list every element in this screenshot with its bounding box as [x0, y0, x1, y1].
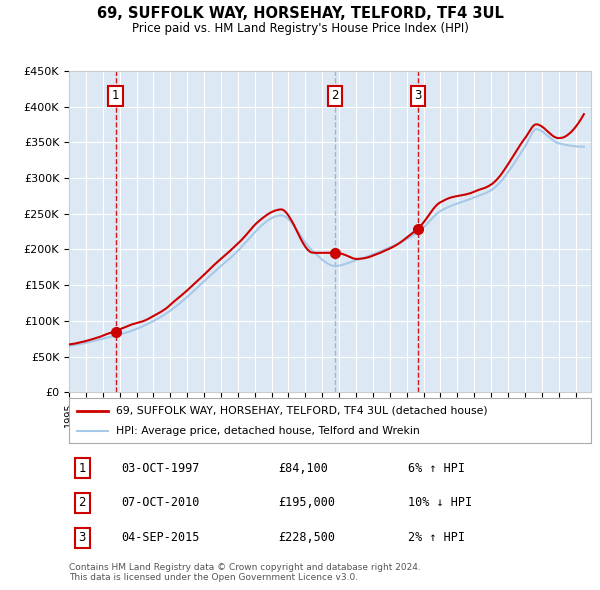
- Text: 69, SUFFOLK WAY, HORSEHAY, TELFORD, TF4 3UL: 69, SUFFOLK WAY, HORSEHAY, TELFORD, TF4 …: [97, 6, 503, 21]
- Text: Contains HM Land Registry data © Crown copyright and database right 2024.: Contains HM Land Registry data © Crown c…: [69, 563, 421, 572]
- Text: HPI: Average price, detached house, Telford and Wrekin: HPI: Average price, detached house, Telf…: [116, 427, 420, 437]
- Text: Price paid vs. HM Land Registry's House Price Index (HPI): Price paid vs. HM Land Registry's House …: [131, 22, 469, 35]
- Text: 69, SUFFOLK WAY, HORSEHAY, TELFORD, TF4 3UL (detached house): 69, SUFFOLK WAY, HORSEHAY, TELFORD, TF4 …: [116, 406, 488, 415]
- Text: 07-OCT-2010: 07-OCT-2010: [121, 496, 200, 510]
- Text: £84,100: £84,100: [278, 461, 328, 474]
- Text: 03-OCT-1997: 03-OCT-1997: [121, 461, 200, 474]
- Text: 3: 3: [79, 532, 86, 545]
- Text: 6% ↑ HPI: 6% ↑ HPI: [409, 461, 466, 474]
- Text: 1: 1: [78, 461, 86, 474]
- Text: 10% ↓ HPI: 10% ↓ HPI: [409, 496, 472, 510]
- Text: £195,000: £195,000: [278, 496, 335, 510]
- Text: 3: 3: [415, 89, 422, 102]
- Text: £228,500: £228,500: [278, 532, 335, 545]
- Text: This data is licensed under the Open Government Licence v3.0.: This data is licensed under the Open Gov…: [69, 573, 358, 582]
- Text: 2: 2: [78, 496, 86, 510]
- Text: 1: 1: [112, 89, 119, 102]
- Text: 04-SEP-2015: 04-SEP-2015: [121, 532, 200, 545]
- Text: 2% ↑ HPI: 2% ↑ HPI: [409, 532, 466, 545]
- Text: 2: 2: [331, 89, 339, 102]
